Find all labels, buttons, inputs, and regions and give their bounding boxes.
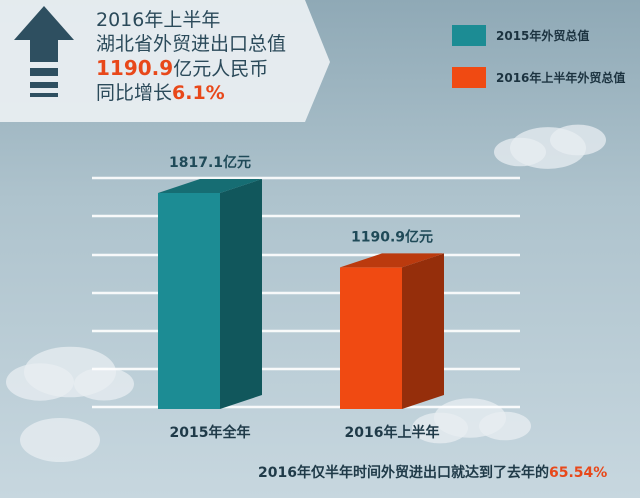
legend-swatch-2016h1 [452, 66, 486, 88]
bar-value-label: 1190.9亿元 [351, 228, 433, 245]
cloud [479, 411, 531, 441]
bar-front [158, 193, 220, 409]
legend-label-2016h1: 2016年上半年外贸总值 [496, 70, 626, 85]
legend-item-2015: 2015年外贸总值 [452, 24, 625, 46]
category-label: 2015年全年 [170, 424, 251, 441]
bar-top [158, 179, 262, 193]
headline-growth-label: 同比增长 [96, 82, 173, 104]
cloud [494, 137, 546, 167]
bar-1 [340, 253, 444, 409]
footer-text: 2016年仅半年时间外贸进出口就达到了去年的 [258, 465, 549, 481]
legend-label-2015: 2015年外贸总值 [496, 28, 590, 43]
cloud [6, 363, 74, 401]
footer-note: 2016年仅半年时间外贸进出口就达到了去年的65.54% [258, 462, 607, 482]
gridlines [92, 176, 520, 409]
bar-top [340, 253, 444, 268]
labels: 1817.1亿元 2015年全年 1190.9亿元 2016年上半年 [169, 154, 440, 441]
bar-side [402, 253, 444, 409]
headline-growth-line: 同比增长6.1% [96, 81, 286, 105]
headline-value-line: 1190.9亿元人民币 [96, 56, 286, 81]
bar-side [220, 179, 262, 409]
legend: 2015年外贸总值 2016年上半年外贸总值 [452, 24, 625, 108]
legend-item-2016h1: 2016年上半年外贸总值 [452, 66, 625, 88]
up-arrow-icon [14, 6, 74, 97]
category-label: 2016年上半年 [345, 424, 440, 441]
headline-period: 2016年上半年 [96, 9, 221, 31]
headline-value: 1190.9 [96, 56, 174, 80]
header-banner: 2016年上半年 湖北省外贸进出口总值 1190.9亿元人民币 同比增长6.1% [0, 0, 640, 122]
cloud [74, 367, 134, 401]
footer-percentage: 65.54% [548, 465, 608, 481]
bar-0 [158, 179, 262, 409]
headline-subject: 湖北省外贸进出口总值 [96, 33, 287, 55]
headline-growth-value: 6.1% [172, 82, 225, 104]
banner-background [0, 0, 330, 122]
headline-unit: 亿元人民币 [173, 58, 269, 80]
cloud [20, 418, 100, 462]
bar-front [340, 267, 402, 409]
legend-swatch-2015 [452, 24, 486, 46]
bar-value-label: 1817.1亿元 [169, 154, 251, 171]
bars [158, 179, 444, 409]
clouds-decoration [6, 124, 606, 462]
cloud [550, 124, 606, 156]
cloud [412, 412, 468, 444]
headline: 2016年上半年 湖北省外贸进出口总值 1190.9亿元人民币 同比增长6.1% [96, 8, 286, 105]
